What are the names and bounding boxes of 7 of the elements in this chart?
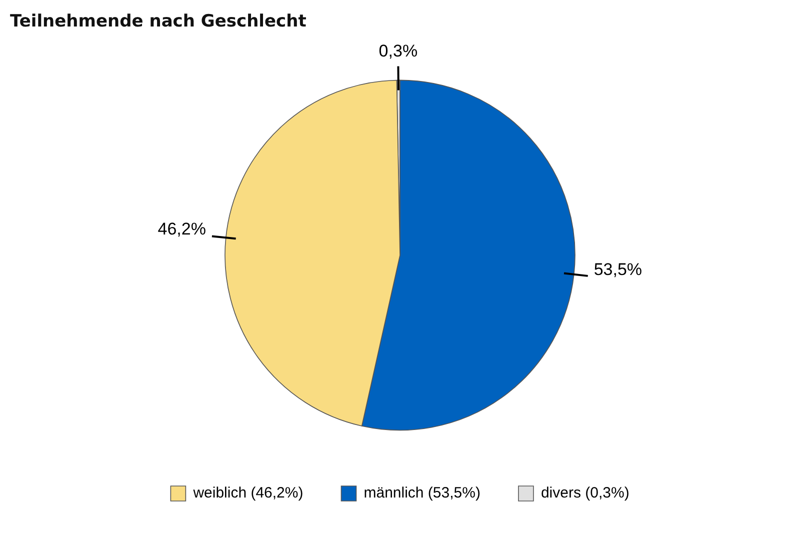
legend-label: divers (0,3%) [540,484,630,502]
data-label: 0,3% [378,41,418,60]
legend-label: weiblich (46,2%) [192,484,304,502]
data-label: 53,5% [594,260,642,280]
legend-label: männlich (53,5%) [364,484,480,502]
data-label: 46,2% [158,220,206,239]
chart-title: Teilnehmende nach Geschlecht [10,12,306,32]
